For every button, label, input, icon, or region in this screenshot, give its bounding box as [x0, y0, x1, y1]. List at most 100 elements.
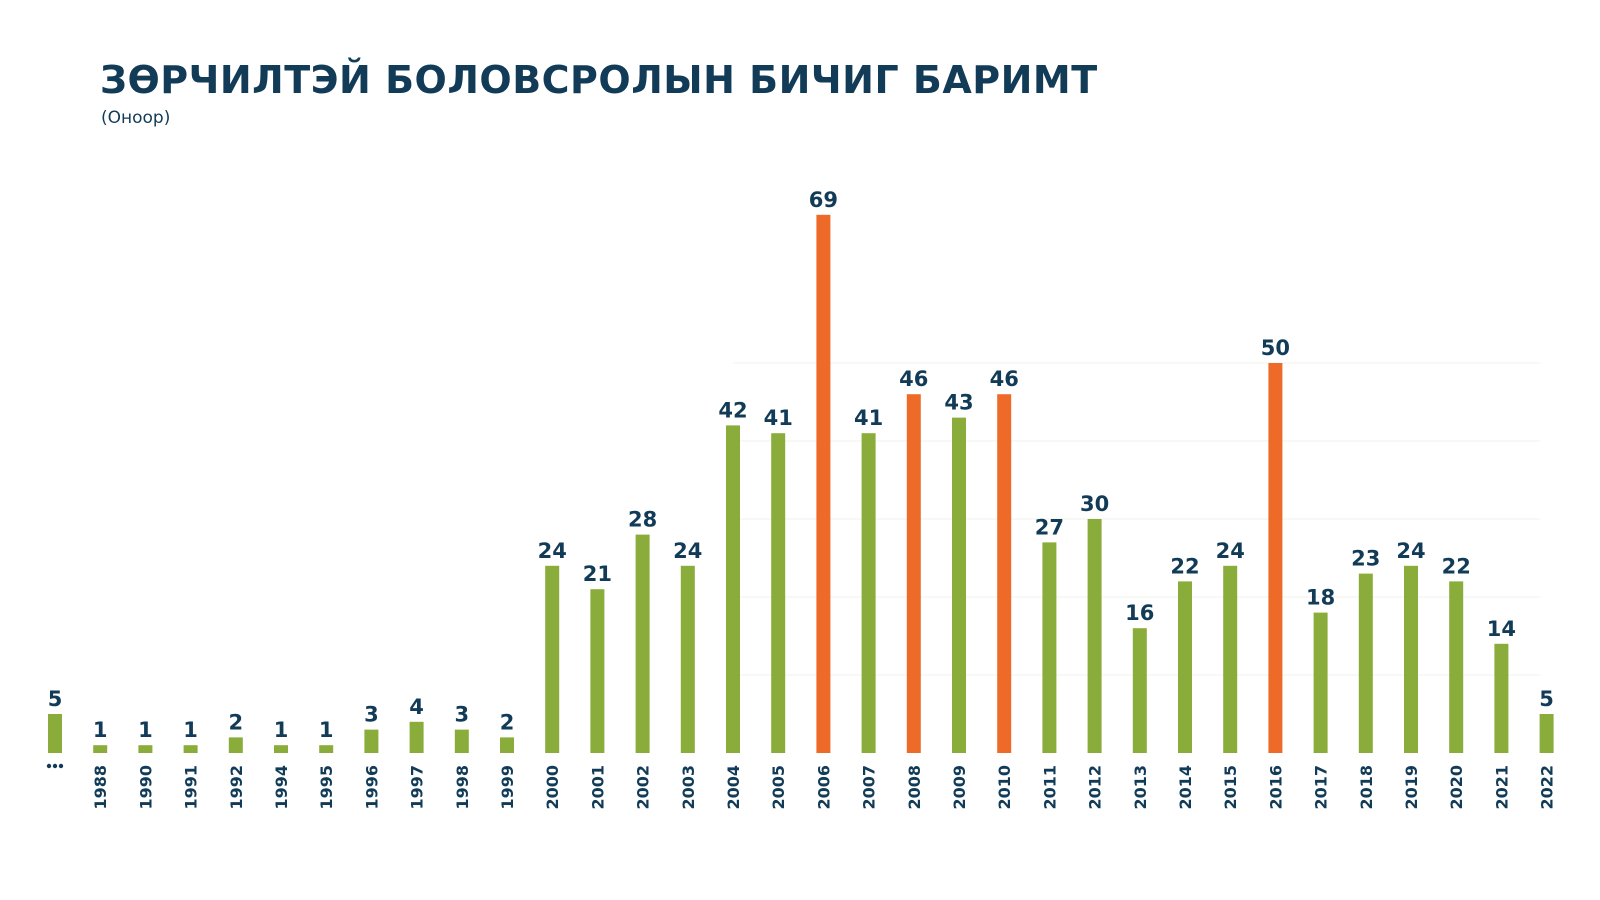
value-label: 1: [183, 718, 198, 742]
value-label: 30: [1080, 492, 1109, 516]
value-label: 18: [1306, 586, 1335, 610]
value-label: 14: [1487, 617, 1516, 641]
value-label: 41: [854, 406, 883, 430]
tick-label: 2006: [814, 765, 833, 810]
bar-2014: [1178, 581, 1192, 753]
bar-2021: [1494, 643, 1509, 753]
value-label: 43: [944, 391, 973, 415]
value-label: 21: [583, 562, 612, 586]
bar-1991: [183, 745, 198, 753]
tick-label: 2001: [588, 765, 607, 810]
tick-label: 2014: [1176, 765, 1195, 810]
bar-2015: [1223, 565, 1238, 753]
tick-label: 2009: [950, 765, 969, 810]
bar-2018: [1358, 573, 1373, 753]
bar-2010: [997, 394, 1012, 753]
bar-1996: [364, 729, 379, 753]
tick-label: 2015: [1221, 765, 1240, 810]
tick-label: 2012: [1086, 765, 1105, 810]
bar-2019: [1404, 565, 1418, 753]
bar-2012: [1087, 519, 1102, 753]
value-label: 46: [899, 367, 928, 391]
tick-label: 2013: [1131, 765, 1150, 810]
tick-label: 1994: [272, 765, 291, 810]
tick-ellipsis-dot: [46, 763, 52, 769]
chart-title: ЗӨРЧИЛТЭЙ БОЛОВСРОЛЫН БИЧИГ БАРИМТ: [100, 58, 1098, 102]
value-label: 1: [274, 718, 289, 742]
tick-label: 1996: [362, 765, 381, 810]
tick-label: 1999: [498, 765, 517, 810]
value-label: 22: [1442, 554, 1471, 578]
tick-label: 1998: [453, 765, 472, 810]
x-axis-ticks: 1988 1990 1991 1992 1994 1995 1996 1997 1998 1999…: [46, 763, 1557, 810]
tick-label: 2004: [724, 765, 743, 810]
bar-2005: [771, 433, 786, 753]
bar-2000: [545, 565, 560, 753]
tick-label: 2010: [995, 765, 1014, 810]
bar-1999: [500, 737, 514, 753]
bar-earlier: [48, 714, 62, 753]
value-label: 41: [764, 406, 793, 430]
bar-2017: [1313, 612, 1328, 753]
tick-label: 1991: [182, 765, 201, 810]
tick-label: 2008: [905, 765, 924, 810]
tick-label: 2005: [769, 765, 788, 810]
tick-label: 2017: [1312, 765, 1331, 810]
value-label: 50: [1261, 336, 1290, 360]
value-label: 46: [990, 367, 1019, 391]
value-label: 3: [364, 703, 379, 727]
bar-1995: [319, 745, 334, 753]
value-label: 24: [673, 539, 702, 563]
tick-label: 2018: [1357, 765, 1376, 810]
bar-2020: [1449, 581, 1464, 753]
tick-label: 1992: [227, 765, 246, 810]
tick-label: 2007: [860, 765, 879, 810]
bar-1988: [93, 745, 108, 753]
tick-ellipsis-dot: [58, 763, 64, 769]
chart-subtitle: (Оноор): [101, 108, 171, 128]
value-label: 28: [628, 508, 657, 532]
bar-1998: [454, 729, 469, 753]
tick-label: 2016: [1266, 765, 1285, 810]
tick-label: 2019: [1402, 765, 1421, 810]
value-label: 16: [1125, 601, 1154, 625]
bar-2009: [952, 417, 966, 753]
tick-label: 1990: [136, 765, 155, 810]
value-label: 22: [1170, 554, 1199, 578]
bars: [48, 214, 1554, 754]
bar-2006: [816, 214, 831, 754]
value-label: 69: [809, 188, 838, 212]
tick-label: 2020: [1447, 765, 1466, 810]
bar-2011: [1042, 542, 1057, 753]
bar-2016: [1268, 363, 1283, 753]
value-label: 2: [228, 710, 243, 734]
value-label: 27: [1035, 515, 1064, 539]
value-label: 24: [1216, 539, 1245, 563]
tick-label: 2022: [1538, 765, 1557, 810]
value-label: 4: [409, 695, 424, 719]
bar-2001: [590, 589, 605, 753]
tick-label: 2021: [1492, 765, 1511, 810]
value-label: 5: [48, 687, 63, 711]
bar-1994: [274, 745, 288, 753]
value-label: 23: [1351, 547, 1380, 571]
tick-label: 2000: [543, 765, 562, 810]
tick-label: 1997: [408, 765, 427, 810]
tick-label: 2003: [679, 765, 698, 810]
value-label: 1: [138, 718, 153, 742]
bar-2004: [726, 425, 740, 753]
value-label: 5: [1539, 687, 1554, 711]
bar-2007: [861, 433, 876, 753]
value-label: 1: [93, 718, 108, 742]
tick-label: 1995: [317, 765, 336, 810]
value-label: 1: [319, 718, 334, 742]
bar-2022: [1539, 714, 1554, 753]
bar-2008: [906, 394, 921, 753]
value-label: 42: [718, 398, 747, 422]
bar-2013: [1132, 628, 1147, 753]
tick-label: 2011: [1040, 765, 1059, 810]
value-label: 2: [500, 710, 515, 734]
tick-label: 1988: [91, 765, 110, 810]
